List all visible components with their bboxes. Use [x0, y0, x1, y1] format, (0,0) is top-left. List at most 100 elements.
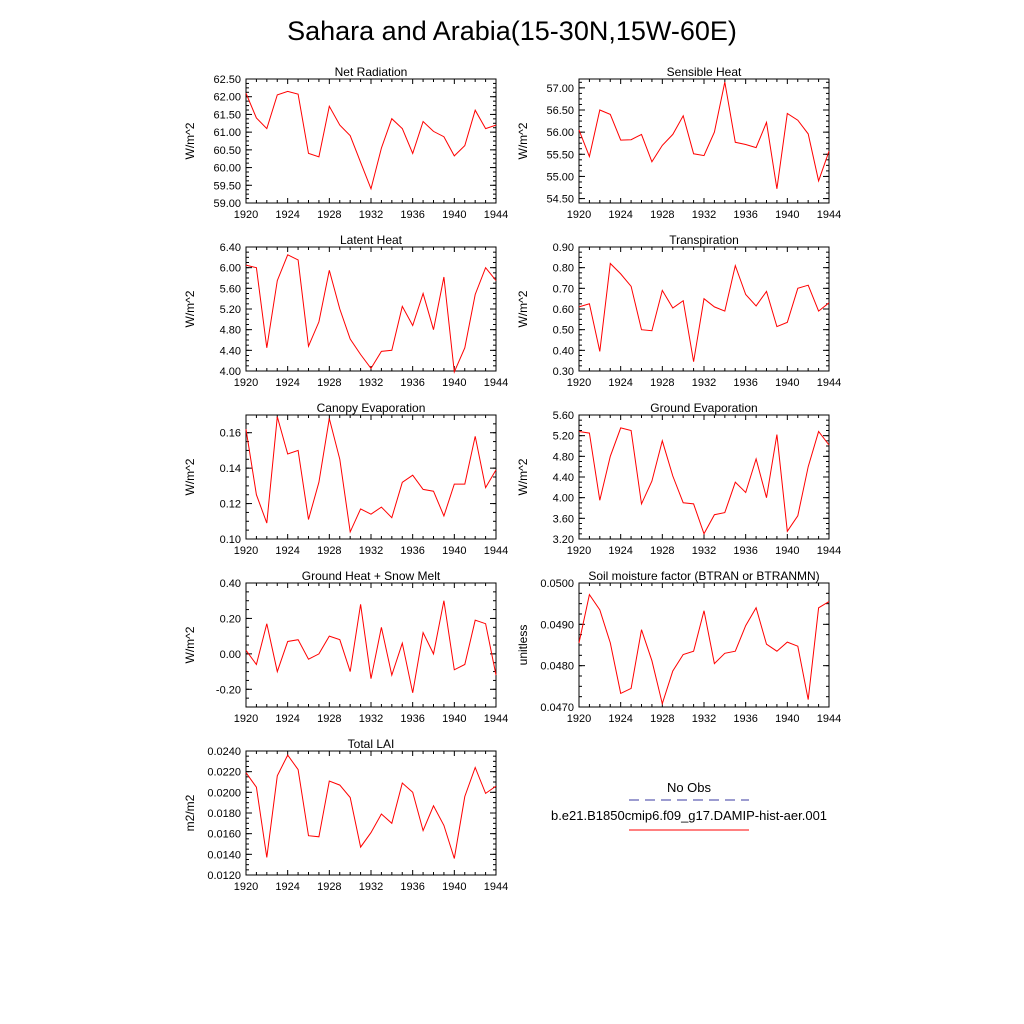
y-tick-label: 0.40	[220, 578, 241, 590]
y-tick-label: 0.0470	[540, 702, 574, 714]
y-tick-label: 0.14	[220, 463, 241, 475]
x-tick-label: 1936	[733, 377, 757, 389]
panel-2: Latent Heat 1920 1924 1928 1932 1936 1940 1944 4…	[183, 233, 508, 389]
y-tick-label: 59.00	[213, 198, 241, 210]
x-tick-label: 1928	[317, 545, 341, 557]
y-tick-label: 4.40	[553, 472, 574, 484]
x-tick-label: 1944	[484, 209, 508, 221]
x-tick-label: 1932	[359, 713, 383, 725]
series-line-0	[245, 90, 497, 191]
panel-title: Ground Evaporation	[650, 401, 757, 415]
panel-title: Ground Heat + Snow Melt	[302, 569, 441, 583]
x-tick-label: 1932	[359, 209, 383, 221]
y-axis-label: W/m^2	[183, 122, 197, 159]
x-tick-label: 1940	[775, 209, 799, 221]
y-axis-label: W/m^2	[183, 290, 197, 327]
x-tick-label: 1936	[400, 209, 424, 221]
panel-title: Total LAI	[348, 737, 395, 751]
plot-frame	[578, 582, 830, 708]
x-tick-label: 1940	[442, 713, 466, 725]
y-tick-label: 4.40	[220, 345, 241, 357]
x-tick-label: 1944	[484, 881, 508, 893]
x-tick-label: 1924	[608, 713, 632, 725]
y-tick-label: 0.0120	[207, 870, 241, 882]
panel-7: Soil moisture factor (BTRAN or BTRANMN) 1…	[516, 569, 841, 725]
y-tick-label: 0.80	[553, 263, 574, 275]
y-tick-label: 0.0140	[207, 849, 241, 861]
y-tick-label: 0.40	[553, 345, 574, 357]
x-tick-label: 1940	[775, 545, 799, 557]
x-tick-label: 1944	[484, 377, 508, 389]
x-tick-label: 1920	[234, 209, 258, 221]
y-tick-label: 5.20	[220, 304, 241, 316]
plot-frame	[245, 78, 497, 204]
panels: Net Radiation 1920 1924 1928 1932 1936 1940 194…	[183, 65, 841, 893]
y-tick-label: 0.12	[220, 499, 241, 511]
series-line-0	[578, 81, 830, 189]
legend-label-1: b.e21.B1850cmip6.f09_g17.DAMIP-hist-aer.…	[551, 808, 827, 823]
y-tick-label: 61.50	[213, 109, 241, 121]
y-tick-label: 4.00	[220, 366, 241, 378]
x-tick-label: 1920	[567, 377, 591, 389]
y-tick-label: 6.40	[220, 242, 241, 254]
x-tick-label: 1932	[692, 209, 716, 221]
plot-frame	[245, 750, 497, 876]
y-tick-label: 62.50	[213, 74, 241, 86]
x-tick-label: 1932	[359, 377, 383, 389]
x-tick-label: 1924	[608, 545, 632, 557]
x-tick-label: 1920	[234, 881, 258, 893]
y-tick-label: 0.00	[220, 649, 241, 661]
panel-0: Net Radiation 1920 1924 1928 1932 1936 1940 194…	[183, 65, 508, 221]
y-tick-label: 55.50	[546, 149, 574, 161]
x-tick-label: 1936	[733, 209, 757, 221]
x-tick-label: 1936	[733, 713, 757, 725]
y-tick-label: 0.0220	[207, 767, 241, 779]
y-tick-label: 0.16	[220, 428, 241, 440]
y-tick-label: 5.20	[553, 431, 574, 443]
panel-1: Sensible Heat 1920 1924 1928 1932 1936 1940 194…	[516, 65, 841, 221]
y-tick-label: 56.00	[546, 127, 574, 139]
x-tick-label: 1920	[567, 713, 591, 725]
plot-frame	[578, 78, 830, 204]
y-tick-label: 3.60	[553, 513, 574, 525]
x-tick-label: 1924	[275, 713, 299, 725]
x-tick-label: 1940	[775, 713, 799, 725]
y-tick-label: 6.00	[220, 263, 241, 275]
y-tick-label: 56.50	[546, 105, 574, 117]
x-tick-label: 1944	[484, 713, 508, 725]
x-tick-label: 1928	[317, 377, 341, 389]
x-tick-label: 1936	[400, 377, 424, 389]
y-tick-label: 3.20	[553, 534, 574, 546]
x-tick-label: 1944	[817, 713, 841, 725]
panel-4: Canopy Evaporation 1920 1924 1928 1932 1936 19…	[183, 401, 508, 557]
x-tick-label: 1924	[608, 377, 632, 389]
y-tick-label: 4.80	[220, 325, 241, 337]
y-tick-label: 0.60	[553, 304, 574, 316]
y-tick-label: 61.00	[213, 127, 241, 139]
series-line-0	[245, 416, 497, 534]
x-tick-label: 1924	[608, 209, 632, 221]
y-tick-label: 0.0160	[207, 829, 241, 841]
y-axis-label: W/m^2	[516, 290, 530, 327]
y-tick-label: 0.0480	[540, 661, 574, 673]
x-tick-label: 1940	[775, 377, 799, 389]
x-tick-label: 1924	[275, 377, 299, 389]
legend: No Obs b.e21.B1850cmip6.f09_g17.DAMIP-hi…	[551, 780, 827, 831]
x-tick-label: 1936	[400, 713, 424, 725]
y-tick-label: 0.20	[220, 613, 241, 625]
plot-frame	[245, 582, 497, 708]
y-axis-label: W/m^2	[183, 626, 197, 663]
panel-8: Total LAI 1920 1924 1928 1932 1936 1940 1944 0.0…	[183, 737, 508, 893]
x-tick-label: 1936	[400, 545, 424, 557]
y-tick-label: 62.00	[213, 92, 241, 104]
x-tick-label: 1940	[442, 209, 466, 221]
y-axis-label: W/m^2	[516, 122, 530, 159]
y-tick-label: 57.00	[546, 83, 574, 95]
series-line-0	[245, 600, 497, 693]
x-tick-label: 1928	[317, 881, 341, 893]
panel-title: Canopy Evaporation	[317, 401, 426, 415]
y-axis-label: W/m^2	[516, 458, 530, 495]
y-tick-label: 0.50	[553, 325, 574, 337]
y-tick-label: 59.50	[213, 180, 241, 192]
x-tick-label: 1928	[650, 545, 674, 557]
